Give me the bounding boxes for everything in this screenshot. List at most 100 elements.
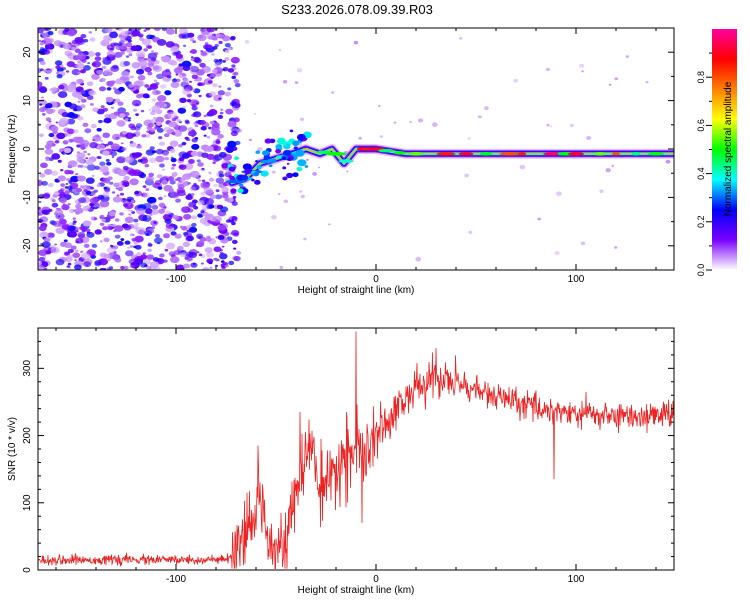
noise-blob (215, 177, 225, 184)
noise-blob (92, 134, 102, 142)
noise-blob (39, 60, 46, 66)
snr-y-ticks: 0 100 200 300 (22, 340, 674, 573)
noise-blob-faint (379, 135, 384, 138)
noise-blob (155, 116, 165, 124)
ridge-onset-blob (296, 166, 303, 172)
noise-blob (131, 61, 141, 69)
noise-blob (128, 83, 135, 88)
noise-blob (96, 69, 103, 75)
noise-blob (149, 213, 153, 216)
noise-blob (122, 203, 129, 207)
noise-blob (73, 129, 79, 134)
noise-blob (86, 231, 95, 238)
noise-blob (54, 60, 63, 66)
noise-blob (102, 178, 107, 181)
noise-blob (175, 198, 181, 203)
noise-blob (142, 215, 152, 222)
noise-blob (183, 213, 192, 220)
ridge-onset-blob (244, 168, 252, 175)
noise-blob (96, 144, 106, 151)
noise-blob (151, 98, 157, 102)
noise-blob (84, 123, 88, 127)
noise-blob (127, 246, 130, 249)
noise-blob (206, 28, 215, 33)
noise-blob (224, 91, 231, 97)
noise-blob (189, 186, 196, 191)
noise-blob (92, 107, 99, 112)
noise-blob (137, 74, 146, 81)
noise-blob (74, 229, 79, 233)
noise-blob (121, 147, 127, 151)
noise-blob (145, 188, 150, 191)
spectrogram-y-tick-label: 10 (22, 95, 33, 107)
noise-blob (227, 120, 237, 128)
noise-blob (161, 55, 171, 63)
noise-blob (128, 28, 132, 31)
noise-blob (165, 222, 175, 229)
ridge-hotspot (393, 151, 407, 155)
noise-blob (146, 175, 155, 182)
noise-blob (201, 267, 210, 270)
noise-blob (157, 186, 163, 190)
noise-blob (99, 77, 106, 83)
ridge-onset-blob (264, 138, 272, 144)
noise-blob (54, 243, 58, 246)
ridge-hotspot (611, 152, 621, 156)
noise-blob (143, 48, 148, 52)
noise-blob (197, 34, 207, 42)
noise-blob (210, 76, 214, 80)
noise-blob (168, 121, 177, 128)
noise-blob (125, 250, 134, 257)
noise-blob (133, 257, 142, 264)
noise-blob (134, 190, 140, 195)
noise-blob (129, 141, 137, 148)
noise-blob (181, 206, 191, 213)
noise-blob (63, 239, 68, 243)
noise-blob (147, 56, 157, 63)
noise-blob-faint (464, 173, 469, 178)
noise-blob-faint (415, 256, 422, 262)
noise-blob (212, 215, 222, 223)
noise-blob (137, 159, 143, 163)
ridge-onset-blob (286, 172, 294, 179)
noise-blob (90, 191, 96, 196)
ridge-hotspot (458, 152, 474, 156)
noise-blob-faint (271, 170, 276, 174)
noise-blob (119, 212, 124, 216)
noise-blob (157, 196, 163, 201)
noise-blob (102, 226, 108, 231)
noise-blob (231, 216, 238, 221)
ridge-onset-blob (242, 163, 252, 171)
noise-blob (199, 119, 206, 125)
noise-blob-faint (665, 159, 671, 164)
ridge-hotspot (543, 152, 561, 156)
noise-blob (173, 249, 182, 256)
noise-blob (179, 252, 187, 257)
ridge-onset-blob (295, 149, 305, 157)
noise-blob (67, 248, 74, 254)
noise-blob (208, 72, 216, 79)
noise-blob (189, 80, 192, 83)
noise-blob (213, 246, 222, 253)
noise-blob (181, 60, 192, 68)
noise-blob (74, 259, 77, 262)
noise-blob (38, 264, 45, 270)
noise-blob (102, 57, 108, 61)
ridge-onset-blob (296, 133, 306, 141)
noise-blob (38, 249, 48, 257)
noise-blob (83, 65, 91, 71)
noise-blob (180, 72, 184, 76)
noise-blob (191, 143, 200, 150)
noise-blob (123, 60, 131, 66)
noise-blob (66, 265, 70, 268)
noise-blob (127, 32, 131, 35)
noise-blob (74, 249, 79, 253)
noise-blob (64, 242, 73, 249)
noise-blob (144, 84, 150, 88)
noise-blob-faint (229, 218, 232, 221)
noise-blob-faint (614, 77, 619, 81)
noise-blob (77, 60, 82, 64)
noise-blob (224, 197, 230, 202)
noise-blob-faint (483, 106, 489, 111)
spectrogram-y-tick-label: -10 (22, 190, 33, 205)
